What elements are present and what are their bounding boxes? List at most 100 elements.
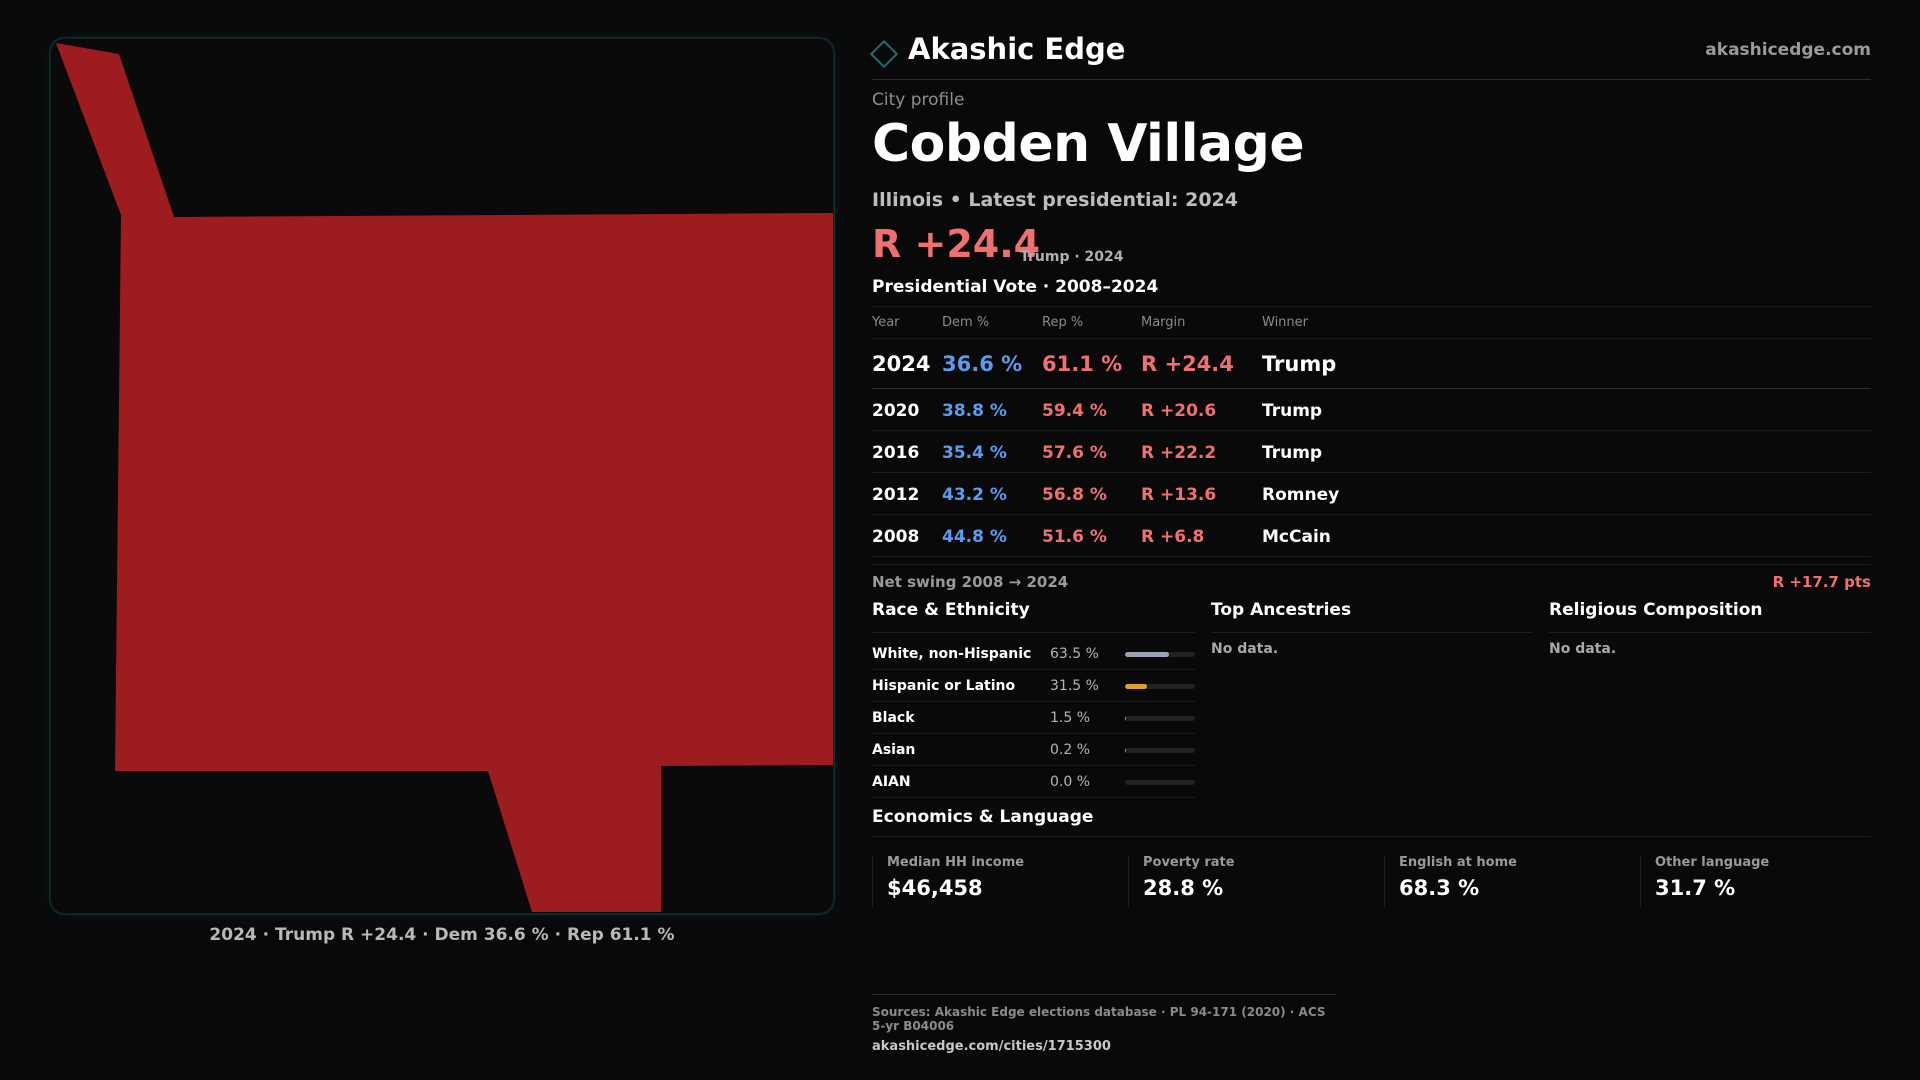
cell-margin: R +13.6: [1141, 485, 1217, 505]
page-eyebrow: City profile: [872, 90, 965, 110]
header-dem: Dem %: [942, 315, 990, 330]
stat-value: 28.8 %: [1143, 876, 1224, 900]
stat-english-at-home: English at home 68.3 %: [1384, 855, 1634, 907]
cell-rep: 59.4 %: [1042, 401, 1107, 421]
header-winner: Winner: [1262, 315, 1309, 330]
race-bar-fill: [1125, 652, 1170, 657]
race-label: White, non-Hispanic: [872, 646, 1032, 662]
race-bar: [1125, 780, 1195, 785]
header-rep: Rep %: [1042, 315, 1084, 330]
list-item: White, non-Hispanic 63.5 %: [872, 638, 1195, 670]
ancestries-empty: No data.: [1211, 641, 1279, 657]
race-label: Hispanic or Latino: [872, 678, 1016, 694]
race-pct: 1.5 %: [1050, 710, 1091, 726]
vote-table: Year Dem % Rep % Margin Winner 2024 36.6…: [872, 306, 1871, 557]
cell-margin: R +24.4: [1141, 352, 1234, 376]
cell-winner: Trump: [1262, 401, 1323, 421]
cell-year: 2024: [872, 352, 931, 376]
race-pct: 0.0 %: [1050, 774, 1091, 790]
religion-empty: No data.: [1549, 641, 1617, 657]
race-bar: [1125, 684, 1195, 689]
race-bar-fill: [1125, 684, 1148, 689]
net-swing-value: R +17.7 pts: [1772, 573, 1871, 591]
cell-winner: Trump: [1262, 352, 1337, 376]
cell-dem: 36.6 %: [942, 352, 1023, 376]
cell-rep: 57.6 %: [1042, 443, 1107, 463]
cell-dem: 35.4 %: [942, 443, 1007, 463]
stat-value: $46,458: [887, 876, 983, 900]
city-profile-panel: Akashic Edge akashicedge.com City profil…: [869, 0, 1871, 1080]
table-row: 2012 43.2 % 56.8 % R +13.6 Romney: [872, 473, 1871, 515]
economics-section-title: Economics & Language: [872, 807, 1094, 827]
race-label: Asian: [872, 742, 916, 758]
race-section-title: Race & Ethnicity: [872, 600, 1195, 633]
sources-url-link[interactable]: akashicedge.com/cities/1715300: [872, 1039, 1111, 1054]
cell-dem: 43.2 %: [942, 485, 1007, 505]
race-pct: 63.5 %: [1050, 646, 1099, 662]
latest-margin: R +24.4: [872, 222, 1041, 266]
list-item: Black 1.5 %: [872, 702, 1195, 734]
cell-year: 2016: [872, 443, 920, 463]
race-pct: 0.2 %: [1050, 742, 1091, 758]
race-bar: [1125, 748, 1195, 753]
stat-label: Poverty rate: [1143, 855, 1235, 870]
cell-winner: Trump: [1262, 443, 1323, 463]
cell-margin: R +6.8: [1141, 527, 1205, 547]
brand-name: Akashic Edge: [908, 32, 1126, 66]
city-boundary-polygon: [56, 43, 833, 912]
race-pct: 31.5 %: [1050, 678, 1099, 694]
race-bar-fill: [1125, 716, 1127, 721]
sources-footer: Sources: Akashic Edge elections database…: [872, 994, 1336, 1054]
header-margin: Margin: [1141, 315, 1186, 330]
race-label: Black: [872, 710, 915, 726]
list-item: AIAN 0.0 %: [872, 766, 1195, 798]
cell-year: 2008: [872, 527, 920, 547]
sources-line: Sources: Akashic Edge elections database…: [872, 1005, 1326, 1033]
religion-section-title: Religious Composition: [1549, 600, 1871, 633]
city-boundary-map[interactable]: [49, 37, 835, 915]
vote-table-header: Year Dem % Rep % Margin Winner: [872, 307, 1871, 339]
diamond-outline-icon: [869, 39, 899, 69]
table-row: 2024 36.6 % 61.1 % R +24.4 Trump: [872, 339, 1871, 389]
vote-table-title: Presidential Vote · 2008–2024: [872, 277, 1159, 297]
net-swing: Net swing 2008 → 2024 R +17.7 pts: [872, 564, 1871, 592]
stat-median-income: Median HH income $46,458: [872, 855, 1122, 907]
stat-value: 68.3 %: [1399, 876, 1480, 900]
stat-other-language: Other language 31.7 %: [1640, 855, 1890, 907]
header-year: Year: [872, 315, 900, 330]
net-swing-label: Net swing 2008 → 2024: [872, 573, 1069, 591]
map-caption: 2024 · Trump R +24.4 · Dem 36.6 % · Rep …: [209, 925, 675, 945]
cell-rep: 61.1 %: [1042, 352, 1123, 376]
stat-label: Median HH income: [887, 855, 1025, 870]
page-subtitle: Illinois • Latest presidential: 2024: [872, 189, 1239, 211]
table-row: 2016 35.4 % 57.6 % R +22.2 Trump: [872, 431, 1871, 473]
stat-label: English at home: [1399, 855, 1517, 870]
economics-stats: Median HH income $46,458 Poverty rate 28…: [872, 836, 1871, 907]
cell-dem: 38.8 %: [942, 401, 1007, 421]
stat-poverty-rate: Poverty rate 28.8 %: [1128, 855, 1378, 907]
ancestries-section-title: Top Ancestries: [1211, 600, 1533, 633]
table-row: 2008 44.8 % 51.6 % R +6.8 McCain: [872, 515, 1871, 557]
race-bar: [1125, 716, 1195, 721]
list-item: Asian 0.2 %: [872, 734, 1195, 766]
cell-rep: 56.8 %: [1042, 485, 1107, 505]
city-boundary-shape: [56, 43, 833, 912]
page-title: Cobden Village: [872, 114, 1305, 174]
cell-margin: R +20.6: [1141, 401, 1217, 421]
race-list: White, non-Hispanic 63.5 % Hispanic or L…: [872, 638, 1195, 798]
race-bar: [1125, 652, 1195, 657]
cell-dem: 44.8 %: [942, 527, 1007, 547]
cell-year: 2012: [872, 485, 920, 505]
latest-margin-meta: Trump · 2024: [1020, 249, 1124, 265]
list-item: Hispanic or Latino 31.5 %: [872, 670, 1195, 702]
race-label: AIAN: [872, 774, 911, 790]
cell-margin: R +22.2: [1141, 443, 1217, 463]
stat-label: Other language: [1655, 855, 1770, 870]
cell-winner: Romney: [1262, 485, 1340, 505]
brand-header: Akashic Edge akashicedge.com: [869, 30, 1871, 80]
cell-year: 2020: [872, 401, 920, 421]
stat-value: 31.7 %: [1655, 876, 1736, 900]
cell-rep: 51.6 %: [1042, 527, 1107, 547]
brand-url-link[interactable]: akashicedge.com: [1705, 40, 1871, 60]
table-row: 2020 38.8 % 59.4 % R +20.6 Trump: [872, 389, 1871, 431]
